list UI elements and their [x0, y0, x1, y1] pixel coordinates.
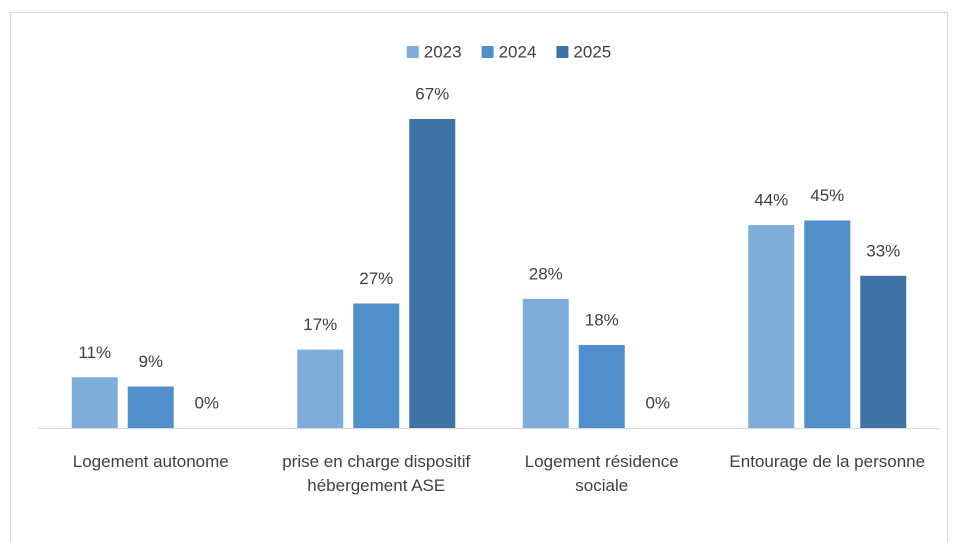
data-label: 27%	[359, 269, 393, 288]
data-label: 33%	[866, 241, 900, 260]
chart-border	[10, 12, 948, 542]
bar	[71, 377, 118, 428]
data-label: 28%	[529, 264, 563, 283]
bar	[522, 298, 569, 428]
x-tick-label: Entourage de la personne	[729, 452, 926, 471]
bar	[127, 386, 174, 428]
legend-label: 2025	[573, 42, 611, 61]
bar	[353, 303, 400, 428]
data-label: 9%	[138, 352, 163, 371]
x-tick-label: Logement autonome	[72, 452, 229, 471]
legend-swatch	[406, 46, 419, 58]
x-tick-label: prise en charge dispositif hébergement A…	[282, 452, 471, 495]
data-label: 0%	[645, 393, 670, 412]
data-label: 45%	[810, 186, 844, 205]
data-label: 18%	[585, 310, 619, 329]
legend-label: 2023	[424, 42, 462, 61]
data-label: 0%	[194, 393, 219, 412]
legend-swatch	[556, 46, 569, 58]
bar	[297, 349, 344, 428]
x-tick-label: Logement résidence sociale	[524, 452, 679, 495]
data-label: 44%	[754, 191, 788, 210]
bar	[804, 220, 851, 428]
bar	[409, 119, 456, 428]
legend-label: 2024	[499, 42, 537, 61]
data-label: 11%	[78, 343, 111, 362]
legend-swatch	[481, 46, 494, 58]
bar	[748, 225, 795, 428]
bar	[578, 344, 625, 428]
data-label: 67%	[415, 84, 449, 103]
data-label: 17%	[303, 315, 337, 334]
bar	[860, 275, 907, 428]
